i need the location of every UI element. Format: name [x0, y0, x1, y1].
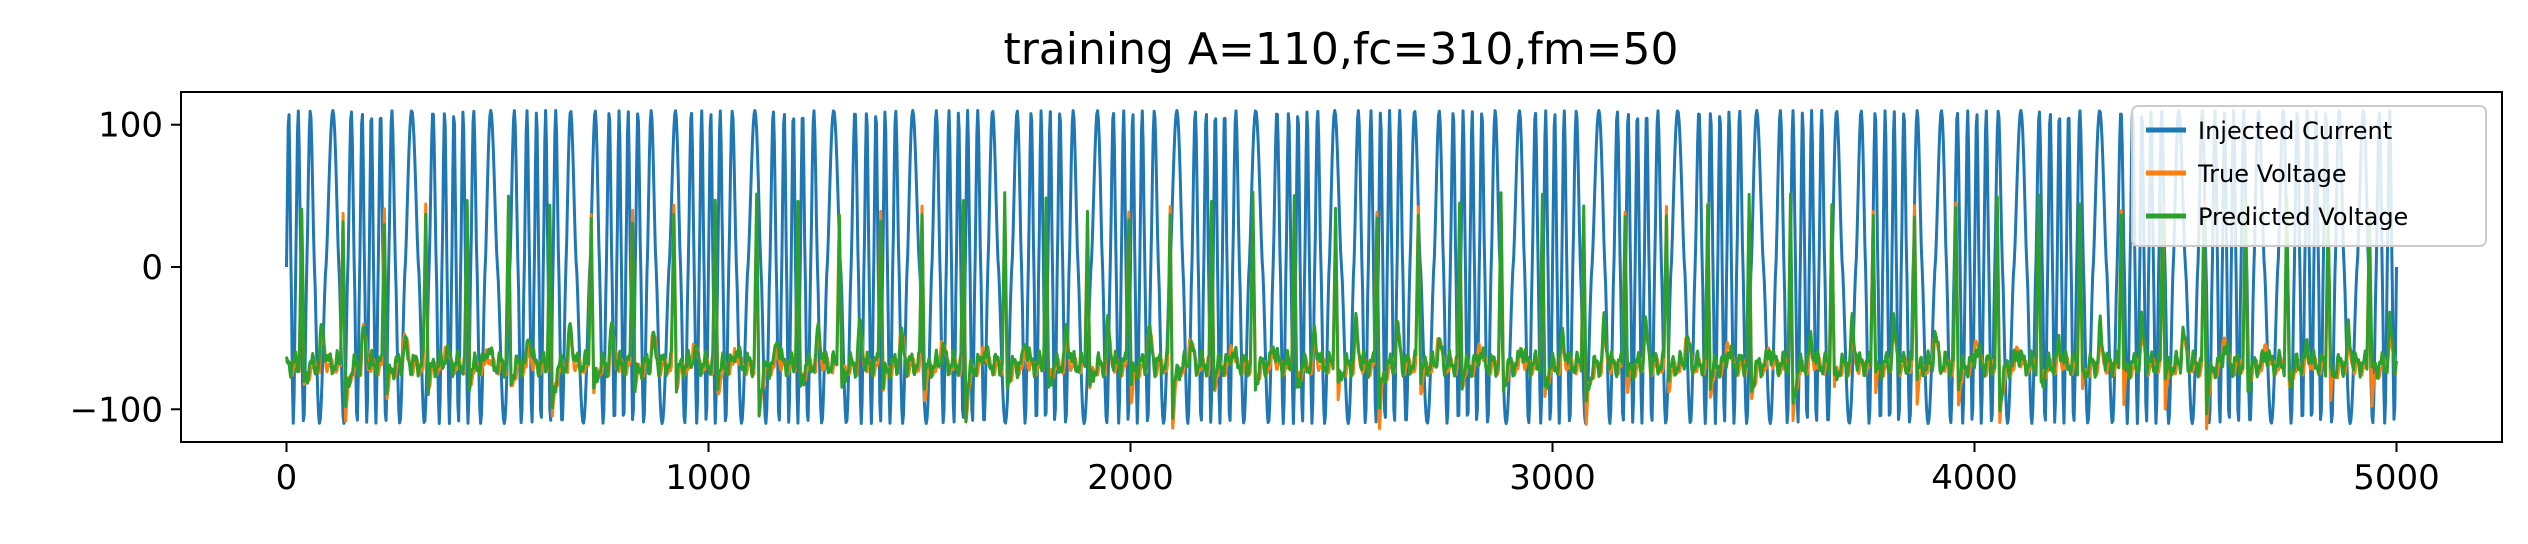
x-axis: 0 1000 2000 3000 4000 5000	[276, 442, 2440, 498]
y-axis: −100 0 100	[70, 106, 181, 430]
legend-label-predicted-voltage: Predicted Voltage	[2198, 203, 2408, 231]
legend-label-true-voltage: True Voltage	[2197, 160, 2347, 188]
x-tick-label: 4000	[1931, 458, 2018, 498]
x-tick-label: 5000	[2353, 458, 2440, 498]
x-tick-label: 3000	[1509, 458, 1596, 498]
series-line-predicted-voltage	[285, 190, 2398, 424]
x-tick-label: 0	[276, 458, 298, 498]
legend: Injected Current True Voltage Predicted …	[2131, 105, 2487, 247]
series-line-injected-current	[285, 109, 2398, 425]
x-tick-label: 1000	[665, 458, 752, 498]
series-layer	[285, 109, 2398, 431]
legend-frame	[2131, 105, 2487, 247]
y-tick-label: 0	[141, 248, 163, 288]
legend-label-injected-current: Injected Current	[2198, 117, 2392, 145]
y-tick-label: 100	[98, 106, 163, 146]
chart-title: training A=110,fc=310,fm=50	[1003, 24, 1678, 75]
y-tick-label: −100	[70, 390, 163, 430]
x-tick-label: 2000	[1087, 458, 1174, 498]
